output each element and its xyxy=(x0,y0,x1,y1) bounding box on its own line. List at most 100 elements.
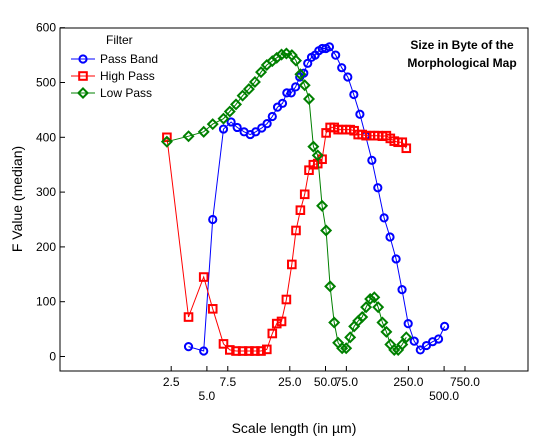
data-point-low-pass xyxy=(311,149,324,162)
data-point-high-pass xyxy=(299,189,310,200)
data-point-pass-band xyxy=(232,122,242,133)
data-point-low-pass xyxy=(206,118,219,131)
data-point-high-pass xyxy=(231,346,241,356)
data-point-low-pass xyxy=(266,55,279,68)
legend-label-high-pass: High Pass xyxy=(100,69,155,83)
data-point-pass-band xyxy=(257,123,267,133)
data-point-pass-band xyxy=(421,340,432,351)
data-point-pass-band xyxy=(433,334,444,344)
data-point-high-pass xyxy=(401,143,412,154)
y-tick-label: 0 xyxy=(49,350,56,364)
data-point-high-pass xyxy=(291,225,301,236)
y-tick-label: 400 xyxy=(36,130,56,144)
data-point-pass-band xyxy=(355,109,365,119)
series-high-pass xyxy=(162,122,412,356)
data-point-pass-band xyxy=(262,119,272,129)
data-point-low-pass xyxy=(289,54,303,67)
data-point-high-pass xyxy=(244,346,254,356)
data-point-pass-band xyxy=(415,345,425,355)
data-point-low-pass xyxy=(336,342,349,355)
data-point-pass-band xyxy=(286,88,296,98)
data-point-low-pass xyxy=(255,66,268,79)
data-point-low-pass xyxy=(376,316,389,329)
data-point-pass-band xyxy=(277,98,288,108)
y-tick-label: 100 xyxy=(36,295,56,309)
data-point-low-pass xyxy=(340,342,353,355)
x-tick-label: 25.0 xyxy=(278,375,302,389)
legend-marker-pass-band xyxy=(78,54,88,64)
data-point-high-pass xyxy=(271,318,282,329)
data-point-pass-band xyxy=(343,72,353,82)
data-point-pass-band xyxy=(391,254,401,264)
data-point-pass-band xyxy=(397,285,407,295)
data-point-low-pass xyxy=(248,75,261,88)
data-point-pass-band xyxy=(373,183,383,193)
data-point-pass-band xyxy=(291,82,301,92)
data-point-high-pass xyxy=(256,346,266,356)
data-point-low-pass xyxy=(307,140,320,153)
data-point-high-pass xyxy=(183,312,194,322)
data-point-low-pass xyxy=(364,292,377,305)
y-axis-label: F Value (median) xyxy=(9,146,25,252)
x-tick-label: 50.0 xyxy=(314,375,338,389)
annotation-line-2: Morphological Map xyxy=(407,56,516,70)
plot-area xyxy=(59,27,529,372)
series-low-pass xyxy=(160,47,413,356)
data-point-low-pass xyxy=(324,280,337,293)
y-tick-label: 600 xyxy=(36,21,56,35)
data-point-high-pass xyxy=(281,294,292,305)
data-point-pass-band xyxy=(199,346,209,356)
data-point-low-pass xyxy=(223,105,236,118)
data-point-low-pass xyxy=(294,68,307,81)
data-point-high-pass xyxy=(295,205,306,215)
data-point-high-pass xyxy=(207,304,218,314)
data-point-low-pass xyxy=(316,199,329,212)
data-point-high-pass xyxy=(250,346,260,356)
data-point-high-pass xyxy=(198,272,209,282)
legend: Filter Pass Band High Pass Low Pass xyxy=(71,33,158,100)
data-point-pass-band xyxy=(440,321,450,331)
x-tick-label: 75.0 xyxy=(335,375,359,389)
data-point-low-pass xyxy=(217,112,230,125)
data-point-high-pass xyxy=(287,259,297,270)
data-point-pass-band xyxy=(183,342,194,352)
data-point-low-pass xyxy=(236,89,249,102)
legend-marker-high-pass xyxy=(78,71,88,81)
data-point-low-pass xyxy=(380,325,393,338)
y-axis-ticks: 0 100 200 300 400 500 600 xyxy=(36,21,65,364)
data-point-high-pass xyxy=(225,345,235,355)
data-point-low-pass xyxy=(400,331,413,344)
x-tick-label: 500.0 xyxy=(429,389,459,403)
x-tick-label: 2.5 xyxy=(163,375,180,389)
data-point-low-pass xyxy=(242,83,255,96)
data-point-pass-band xyxy=(226,117,236,127)
data-point-low-pass xyxy=(356,311,369,324)
data-point-low-pass xyxy=(328,316,341,329)
data-point-pass-band xyxy=(324,42,335,52)
data-point-pass-band xyxy=(208,214,218,225)
data-point-low-pass xyxy=(396,338,409,351)
data-point-high-pass xyxy=(218,339,229,349)
x-tick-label: 750.0 xyxy=(450,375,480,389)
data-point-high-pass xyxy=(262,344,272,355)
data-point-high-pass xyxy=(162,132,172,143)
data-point-pass-band xyxy=(337,63,347,73)
data-point-low-pass xyxy=(160,135,173,148)
data-point-low-pass xyxy=(182,130,195,143)
x-axis-label: Scale length (in µm) xyxy=(232,420,357,436)
data-point-low-pass xyxy=(197,125,210,138)
data-point-low-pass xyxy=(298,79,311,92)
x-axis-ticks: 2.5 7.5 25.0 50.075.0 250.0 750.0 5.0 500.0 xyxy=(163,366,480,403)
data-point-pass-band xyxy=(267,111,277,122)
series-layer xyxy=(160,42,450,356)
data-point-pass-band xyxy=(331,50,341,60)
data-point-low-pass xyxy=(372,301,385,314)
data-point-pass-band xyxy=(282,88,292,98)
data-point-low-pass xyxy=(320,224,333,237)
data-point-high-pass xyxy=(237,346,248,356)
data-point-pass-band xyxy=(349,89,359,100)
data-point-pass-band xyxy=(409,336,419,346)
data-point-low-pass xyxy=(230,98,243,111)
legend-marker-low-pass xyxy=(76,86,90,100)
